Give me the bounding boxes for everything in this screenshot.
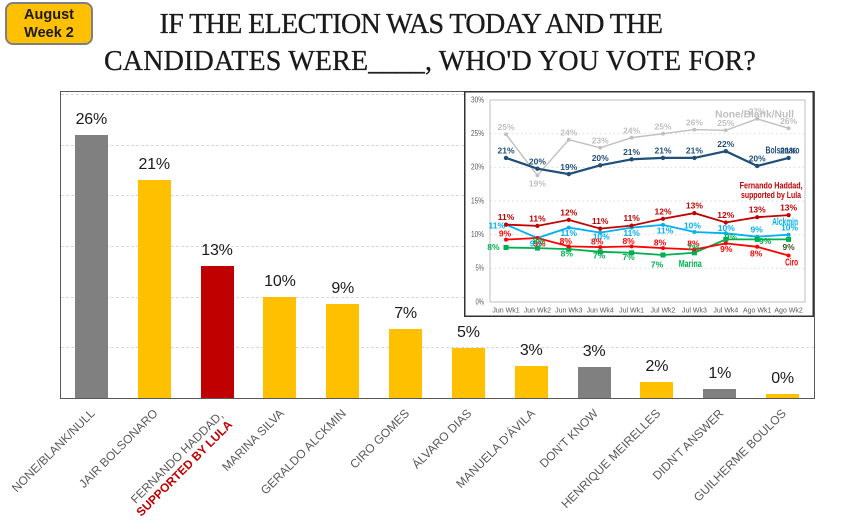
svg-text:19%: 19% [560,162,577,172]
svg-text:21%: 21% [780,146,797,156]
svg-text:10%: 10% [593,232,610,242]
svg-text:None/Blank/Null: None/Blank/Null [715,110,794,121]
svg-text:11%: 11% [488,221,505,231]
svg-text:8%: 8% [654,238,667,248]
svg-text:Jul Wk2: Jul Wk2 [651,308,676,315]
svg-text:7%: 7% [622,252,635,262]
svg-text:13%: 13% [749,205,766,215]
svg-text:25%: 25% [471,129,484,138]
svg-text:24%: 24% [623,125,640,135]
svg-text:Jun Wk4: Jun Wk4 [587,308,614,315]
svg-text:9%: 9% [751,225,764,235]
svg-text:12%: 12% [717,210,734,220]
svg-text:11%: 11% [529,213,546,223]
svg-text:21%: 21% [686,146,703,156]
svg-text:19%: 19% [529,178,546,188]
svg-text:26%: 26% [686,117,703,127]
svg-text:11%: 11% [498,212,515,222]
svg-text:Alckmin: Alckmin [772,217,798,228]
svg-text:5%: 5% [476,264,485,273]
svg-text:23%: 23% [592,136,609,146]
svg-text:22%: 22% [717,139,734,149]
svg-text:supported by Lula: supported by Lula [741,190,802,201]
svg-text:9%: 9% [759,236,772,246]
svg-text:8%: 8% [591,237,604,247]
svg-text:11%: 11% [592,216,609,226]
svg-text:25%: 25% [654,121,671,131]
svg-text:9%: 9% [782,242,795,252]
svg-text:21%: 21% [497,146,514,156]
svg-text:Fernando Haddad,: Fernando Haddad, [740,181,803,192]
svg-text:8%: 8% [750,249,763,259]
svg-text:15%: 15% [471,196,484,205]
svg-text:10%: 10% [781,223,798,233]
svg-text:8%: 8% [622,236,635,246]
svg-text:7%: 7% [593,250,606,260]
svg-text:Ago Wk1: Ago Wk1 [743,308,772,315]
svg-text:12%: 12% [560,207,577,217]
svg-text:10%: 10% [684,221,701,231]
svg-text:Jun Wk2: Jun Wk2 [524,308,551,315]
svg-text:20%: 20% [592,153,609,163]
svg-text:Ago Wk2: Ago Wk2 [774,308,803,315]
svg-text:Jul Wk4: Jul Wk4 [713,308,738,315]
svg-text:30%: 30% [471,95,484,104]
svg-text:25%: 25% [497,122,514,132]
svg-text:Bolsonaro: Bolsonaro [766,146,800,157]
svg-text:24%: 24% [560,127,577,137]
svg-text:8%: 8% [687,239,700,249]
svg-text:7%: 7% [687,242,700,252]
svg-text:9%: 9% [530,239,543,249]
svg-text:Marina: Marina [679,259,702,270]
svg-text:20%: 20% [471,163,484,172]
svg-text:Ciro: Ciro [785,257,798,268]
svg-text:11%: 11% [623,228,640,238]
svg-text:11%: 11% [657,226,674,236]
svg-text:Jul Wk3: Jul Wk3 [682,308,707,315]
svg-text:Jun Wk1: Jun Wk1 [492,308,519,315]
svg-text:26%: 26% [780,116,797,126]
svg-text:25%: 25% [717,118,734,128]
svg-text:10%: 10% [718,223,735,233]
svg-text:11%: 11% [623,213,640,223]
svg-text:8%: 8% [560,236,573,246]
svg-text:20%: 20% [529,156,546,166]
svg-text:9%: 9% [725,232,738,242]
svg-text:Jun Wk3: Jun Wk3 [555,308,582,315]
svg-text:9%: 9% [499,229,512,239]
svg-text:9%: 9% [720,244,733,254]
svg-text:8%: 8% [561,249,574,259]
svg-text:21%: 21% [654,146,671,156]
svg-text:21%: 21% [623,147,640,157]
svg-text:7%: 7% [651,260,664,270]
svg-text:27%: 27% [749,107,766,117]
svg-text:13%: 13% [780,203,797,213]
svg-text:13%: 13% [686,201,703,211]
svg-text:Jul Wk1: Jul Wk1 [619,308,644,315]
svg-text:10%: 10% [471,230,484,239]
svg-text:12%: 12% [654,206,671,216]
svg-text:20%: 20% [749,154,766,164]
svg-text:0%: 0% [476,297,485,306]
svg-text:8%: 8% [487,242,500,252]
svg-text:11%: 11% [561,228,578,238]
svg-text:8%: 8% [533,236,546,246]
svg-text:9%: 9% [533,239,546,249]
